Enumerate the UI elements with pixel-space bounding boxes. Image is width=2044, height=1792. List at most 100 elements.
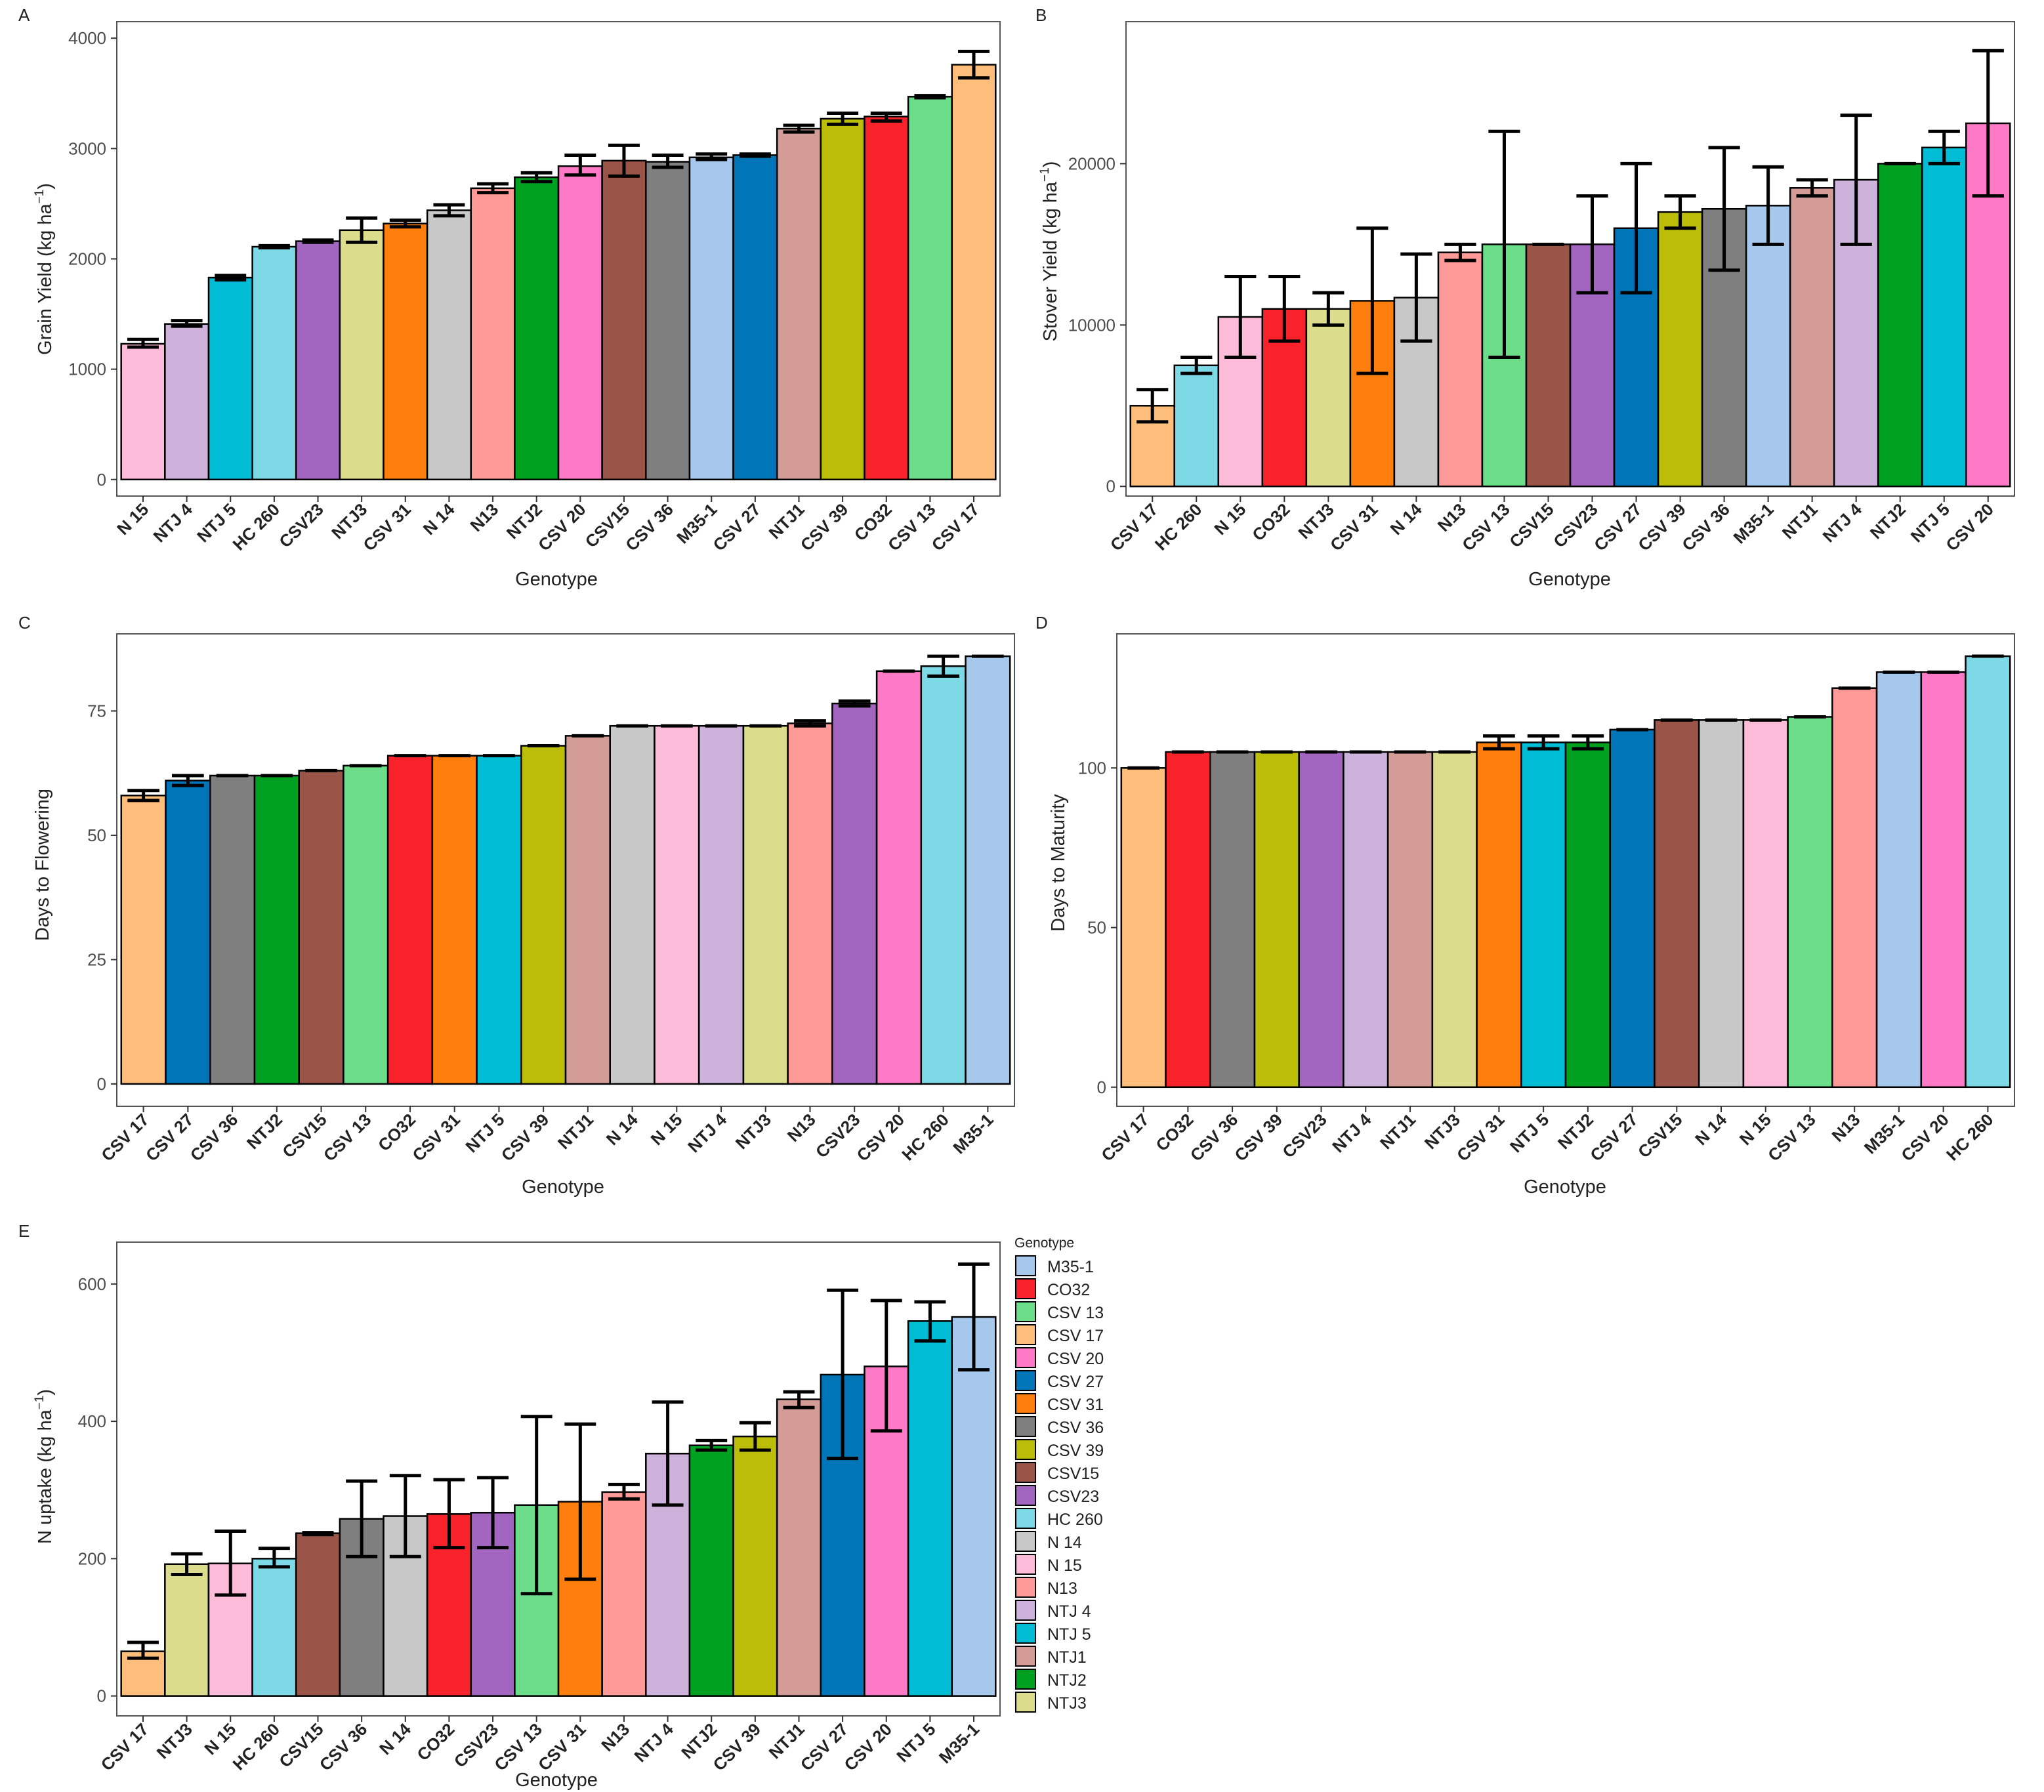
panel-a-bar-csv-27: [732, 154, 778, 481]
panel-a-y-tick-label: 4000: [68, 28, 106, 48]
panel-a-y-tick-label: 2000: [68, 249, 106, 269]
panel-c-y-tick-label: 0: [97, 1074, 106, 1094]
legend-swatch-n13: [1015, 1577, 1036, 1598]
legend-swatch-hc-260: [1015, 1508, 1036, 1529]
panel-b-bar-csv-39: [1657, 211, 1703, 488]
panel-d-y-axis-title: Days to Maturity: [1048, 794, 1069, 932]
panel-c-bar-co32: [386, 755, 434, 1085]
panel-c-bar-ntj-4: [698, 724, 745, 1085]
panel-a-y-tick-label: 3000: [68, 138, 106, 158]
legend-label-csv-36: CSV 36: [1047, 1419, 1104, 1437]
panel-b-y-axis-title-end: ): [1040, 161, 1061, 168]
panel-d-x-axis-title: Genotype: [1524, 1177, 1606, 1198]
panel-e-bar-csv-39: [732, 1435, 778, 1697]
panel-d-bar-csv-17: [1120, 767, 1167, 1089]
panel-c-bar-hc-260: [920, 665, 967, 1085]
panel-b-error-bar-ntj-4: [1840, 114, 1872, 246]
panel-e-error-bar-co32: [433, 1478, 465, 1550]
panel-b-error-bar-m35-1: [1752, 165, 1784, 246]
panel-a-y-axis-title-main: Grain Yield (kg ha: [35, 203, 56, 355]
panel-a-y-axis-title-end: ): [35, 183, 56, 190]
panel-a-error-bar-csv-39: [827, 112, 859, 126]
panel-e-bar-hc-260: [251, 1558, 297, 1697]
panel-a-error-bar-csv23: [302, 238, 334, 244]
panel-a-error-bar-csv-31: [389, 219, 421, 229]
panel-label-e: E: [18, 1221, 30, 1241]
panel-c-bar-csv-31: [431, 755, 478, 1085]
panel-b-error-bar-csv-39: [1664, 194, 1696, 230]
legend-label-n-15: N 15: [1047, 1556, 1082, 1575]
panel-b-error-bar-csv23: [1576, 194, 1608, 295]
legend-swatch-ntj-5: [1015, 1623, 1036, 1644]
panel-c-bar-csv-39: [520, 745, 567, 1085]
panel-e-bar-m35-1: [951, 1316, 997, 1697]
panel-b-error-bar-co32: [1268, 275, 1301, 343]
panel-b-error-bar-ntj-5: [1928, 129, 1960, 165]
legend-swatch-ntj-4: [1015, 1600, 1036, 1621]
panel-d-bar-csv15: [1654, 719, 1700, 1089]
panel-a-error-bar-ntj-5: [215, 274, 247, 281]
panel-c-error-bar-csv-27: [172, 774, 204, 787]
panel-e-bar-ntj1: [776, 1398, 822, 1697]
panel-a-y-tick-label: 1000: [68, 360, 106, 379]
panel-b-error-bar-csv-20: [1972, 49, 2004, 198]
panel-e-error-bar-csv-17: [127, 1640, 159, 1660]
panel-d-bar-csv-27: [1609, 728, 1656, 1089]
panel-b-y-axis-title-exponent: −1: [1038, 167, 1052, 182]
legend-label-ntj-4: NTJ 4: [1047, 1602, 1091, 1621]
panel-d-bar-ntj-4: [1343, 751, 1389, 1089]
panel-a-error-bar-m35-1: [696, 152, 728, 161]
panel-b-y-axis-title: Stover Yield (kg ha−1): [1038, 161, 1061, 342]
panel-d-bar-csv-13: [1787, 716, 1833, 1089]
panel-b-error-bar-ntj3: [1312, 291, 1345, 327]
panel-e-error-bar-ntj-5: [914, 1300, 946, 1343]
legend-title: Genotype: [1014, 1236, 1074, 1251]
legend-swatch-n-14: [1015, 1531, 1036, 1552]
legend-swatch-csv-36: [1015, 1416, 1036, 1437]
panel-a-error-bar-csv-27: [739, 152, 771, 158]
panel-a-bar-ntj1: [776, 127, 822, 481]
panel-a-bar-n-15: [120, 343, 166, 481]
panel-e-y-tick-label: 0: [97, 1686, 106, 1706]
legend-label-m35-1: M35-1: [1047, 1258, 1094, 1276]
legend-label-csv-39: CSV 39: [1047, 1442, 1104, 1460]
panel-e-y-tick-label: 400: [78, 1411, 106, 1431]
legend: Genotype M35-1 CO32 CSV 13 CSV 17 CSV 20 CSV …: [1014, 1236, 1104, 1713]
panel-a-bar-ntj-4: [164, 323, 210, 481]
panel-e-error-bar-ntj-4: [652, 1400, 684, 1507]
panel-c-bar-ntj3: [742, 724, 789, 1085]
panel-a-bar-csv-17: [951, 64, 997, 481]
panel-b-error-bar-csv-36: [1708, 146, 1740, 272]
panel-b-error-bar-csv-13: [1488, 129, 1520, 360]
panel-d-bar-co32: [1165, 751, 1211, 1089]
panel-e-y-axis-title: N uptake (kg ha−1): [33, 1389, 56, 1544]
panel-e-error-bar-ntj2: [696, 1438, 728, 1452]
legend-swatch-csv15: [1015, 1462, 1036, 1483]
panel-a-error-bar-co32: [870, 112, 902, 123]
panel-c-bar-ntj2: [253, 774, 300, 1085]
panel-c-bar-ntj-5: [476, 755, 522, 1085]
panel-c-error-bar-n13: [794, 719, 826, 728]
panel-c-bar-m35-1: [965, 655, 1011, 1085]
panel-c-y-tick-label: 75: [87, 701, 106, 720]
panel-e-x-axis-title: Genotype: [515, 1770, 598, 1791]
legend-label-hc-260: HC 260: [1047, 1511, 1103, 1529]
panel-b-error-bar-csv-27: [1620, 161, 1652, 295]
panel-d-error-bar-csv-31: [1483, 734, 1515, 751]
panel-a-bar-ntj-5: [207, 276, 253, 481]
panel-a-bar-csv-31: [383, 222, 428, 481]
legend-swatch-n-15: [1015, 1554, 1036, 1575]
panel-c-bar-n-14: [609, 724, 656, 1085]
legend-label-csv15: CSV15: [1047, 1465, 1099, 1483]
panel-c-bar-csv-20: [875, 670, 922, 1085]
panel-e-plot-area: [116, 1241, 1001, 1717]
panel-a-bar-csv-39: [820, 117, 866, 481]
panel-a-bar-ntj2: [514, 176, 560, 481]
panel-c-bar-ntj1: [564, 735, 611, 1085]
panel-b-bar-ntj-5: [1921, 146, 1967, 488]
legend-label-csv23: CSV23: [1047, 1488, 1099, 1506]
panel-d-bar-hc-260: [1965, 655, 2011, 1089]
panel-e-y-axis-title-main: N uptake (kg ha: [35, 1409, 56, 1544]
panel-a-error-bar-csv-20: [564, 153, 596, 177]
